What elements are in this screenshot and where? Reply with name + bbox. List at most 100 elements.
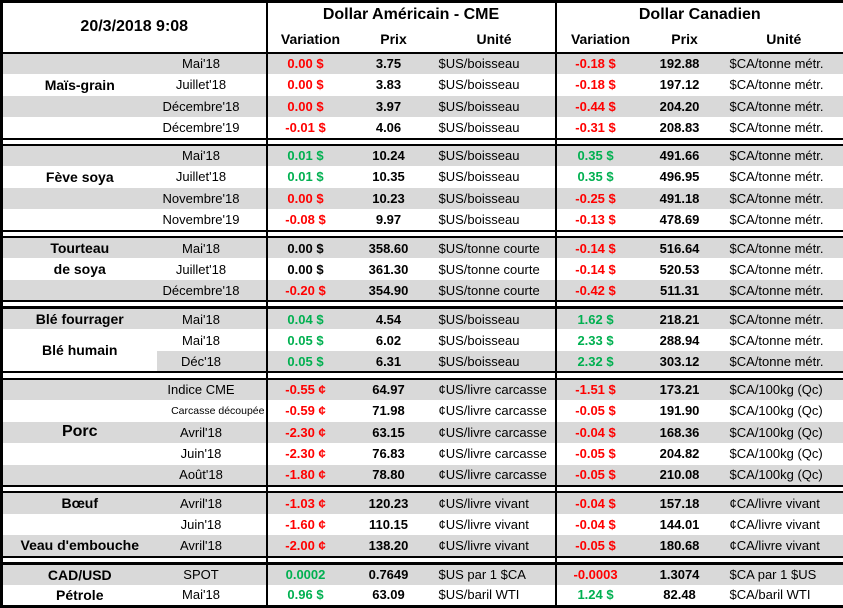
ca-price: 1.3074 <box>659 567 700 583</box>
contract-month: Août'18 <box>156 464 268 487</box>
contract-month: Avril'18 <box>156 492 268 514</box>
commodity-label <box>2 443 157 465</box>
table-row: Fève soya Juillet'18 0.01 $ 10.35 $US/bo… <box>2 166 843 188</box>
ca-variation: 1.62 $ <box>577 311 614 327</box>
us-unit: $US/boisseau <box>433 74 557 96</box>
contract-month: Juin'18 <box>156 513 268 536</box>
us-price: 10.23 <box>372 190 405 206</box>
us-variation: 0.01 $ <box>287 148 324 164</box>
table-row: Mai'18 0.00 $ 3.75 $US/boisseau -0.18 $ … <box>1 52 843 74</box>
us-price: 110.15 <box>368 516 409 532</box>
ca-variation: -0.0003 <box>573 567 618 583</box>
ca-unit: $CA/tonne métr. <box>729 119 824 135</box>
ca-price: 491.18 <box>659 190 700 206</box>
table-row: Novembre'19 -0.08 $ 9.97 $US/boisseau -0… <box>2 209 843 231</box>
us-unit: ¢US/livre vivant <box>433 513 557 536</box>
commodity-label: Tourteau <box>50 240 110 257</box>
commodity-label <box>2 145 157 167</box>
commodity-label <box>2 400 157 422</box>
group-separator <box>1 485 843 494</box>
table-row: Carcasse découpée -0.59 ¢ 71.98 ¢US/livr… <box>2 400 843 422</box>
us-price: 71.98 <box>372 403 405 419</box>
us-unit: ¢US/livre carcasse <box>433 464 557 487</box>
commodity-label <box>2 117 157 139</box>
contract-month: Mai'18 <box>156 52 268 74</box>
table-row: Tourteau Mai'18 0.00 $ 358.60 $US/tonne … <box>1 236 843 259</box>
ca-price: 288.94 <box>659 332 700 348</box>
us-variation: 0.04 $ <box>287 311 324 327</box>
ca-variation: -0.04 $ <box>575 495 616 511</box>
ca-unit: $CA/100kg (Qc) <box>729 467 823 483</box>
ca-price: 157.18 <box>659 495 700 511</box>
table-row: Indice CME -0.55 ¢ 64.97 ¢US/livre carca… <box>1 378 843 401</box>
us-variation: -1.60 ¢ <box>285 516 326 532</box>
contract-month: Mai'18 <box>156 236 268 259</box>
us-unit: $US/tonne courte <box>433 279 557 302</box>
contract-month: Avril'18 <box>156 535 268 557</box>
us-unit: $US par 1 $CA <box>433 563 557 585</box>
us-variation: 0.01 $ <box>287 169 324 185</box>
ca-variation: -0.05 $ <box>575 467 616 483</box>
ca-variation: -0.25 $ <box>575 190 616 206</box>
ca-variation: -0.13 $ <box>575 211 616 227</box>
table-row: Mai'18 0.01 $ 10.24 $US/boisseau 0.35 $ … <box>1 144 843 167</box>
ca-unit: $CA/tonne métr. <box>729 282 824 298</box>
ca-price: 192.88 <box>659 56 700 72</box>
contract-month: Carcasse découpée <box>156 400 268 422</box>
ca-unit: $CA/100kg (Qc) <box>729 424 823 440</box>
ca-unit: $CA/tonne métr. <box>729 240 824 256</box>
ca-variation: -1.51 $ <box>575 382 616 398</box>
commodity-label: Veau d'embouche <box>20 537 139 554</box>
contract-month: Mai'18 <box>156 307 268 330</box>
group-separator <box>1 137 843 146</box>
contract-month: Indice CME <box>156 378 268 401</box>
us-variation: 0.00 $ <box>287 98 324 114</box>
commodity-label <box>2 96 157 118</box>
commodity-label: Porc <box>61 423 98 441</box>
contract-month: Juin'18 <box>156 443 268 465</box>
us-variation: 0.05 $ <box>287 353 324 369</box>
group-separator <box>1 300 843 310</box>
ca-unit: $CA/tonne métr. <box>729 98 824 114</box>
us-variation: -2.30 ¢ <box>285 446 326 462</box>
us-price: 6.02 <box>375 332 402 348</box>
ca-price: 210.08 <box>659 467 700 483</box>
us-price: 63.15 <box>372 424 405 440</box>
us-unit: ¢US/livre carcasse <box>433 400 557 422</box>
table-row: Août'18 -1.80 ¢ 78.80 ¢US/livre carcasse… <box>1 464 843 487</box>
ca-unite-header: Unité <box>724 26 843 54</box>
us-unit: $US/boisseau <box>433 52 557 74</box>
commodity-label <box>2 514 157 536</box>
ca-unit: $CA/baril WTI <box>729 587 811 603</box>
ca-prix-header: Prix <box>644 26 725 54</box>
contract-month: Juillet'18 <box>156 166 268 188</box>
ca-variation: -0.44 $ <box>575 98 616 114</box>
us-price: 138.20 <box>368 537 409 553</box>
table-row: Juin'18 -2.30 ¢ 76.83 ¢US/livre carcasse… <box>2 443 843 465</box>
commodity-label: CAD/USD <box>47 566 112 583</box>
table-row: Blé humain Mai'18 0.05 $ 6.02 $US/boisse… <box>1 329 843 373</box>
commodity-label: Blé fourrager <box>35 311 124 328</box>
us-variation: 0.00 $ <box>287 77 324 93</box>
ca-price: 303.12 <box>659 353 700 369</box>
us-variation: 0.00 $ <box>287 56 324 72</box>
table-row: Déc'18 0.05 $ 6.31 $US/boisseau 2.32 $ 3… <box>1 350 843 373</box>
us-price: 10.35 <box>372 169 405 185</box>
us-price: 358.60 <box>368 240 409 256</box>
ca-unit: $CA/tonne métr. <box>729 190 824 206</box>
ca-variation: -0.04 $ <box>575 424 616 440</box>
us-price: 3.83 <box>375 77 402 93</box>
us-price: 4.54 <box>375 311 402 327</box>
ca-price: 168.36 <box>659 424 700 440</box>
ca-unit: $CA/tonne métr. <box>729 261 824 277</box>
table-row: Décembre'18 -0.20 $ 354.90 $US/tonne cou… <box>1 279 843 302</box>
us-unit: $US/boisseau <box>433 209 557 231</box>
ca-unit: $CA/100kg (Qc) <box>729 382 823 398</box>
us-unit: $US/boisseau <box>433 350 557 373</box>
contract-month: Décembre'19 <box>156 117 268 139</box>
ca-price: 191.90 <box>659 403 700 419</box>
ca-price: 173.21 <box>659 382 700 398</box>
table-row: Porc Avril'18 -2.30 ¢ 63.15 ¢US/livre ca… <box>1 421 843 444</box>
us-price: 76.83 <box>372 446 405 462</box>
